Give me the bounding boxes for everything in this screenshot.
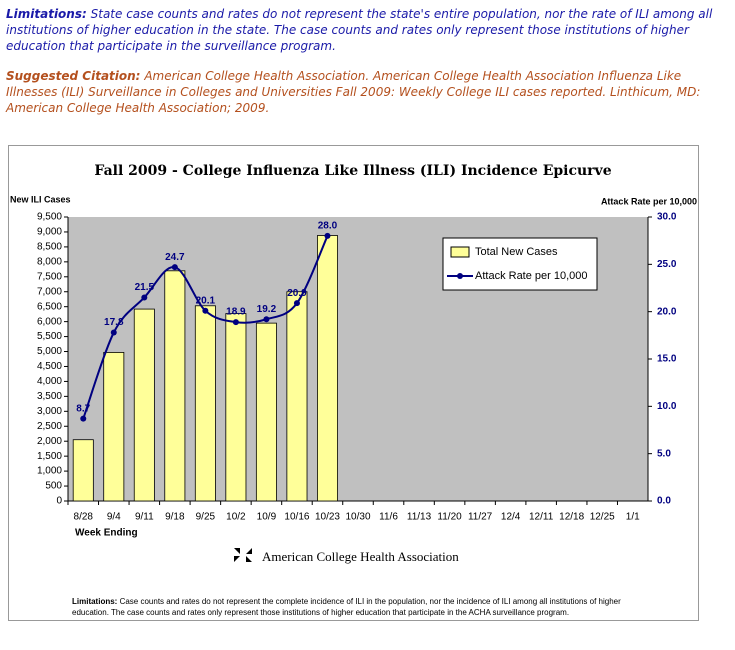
x-tick-label: 12/18 bbox=[559, 512, 584, 523]
x-tick-label: 12/25 bbox=[590, 512, 615, 523]
y-tick-label: 4,500 bbox=[37, 361, 62, 372]
y2-tick-label: 30.0 bbox=[657, 212, 677, 223]
x-tick-label: 9/11 bbox=[135, 512, 154, 523]
chart-title: Fall 2009 - College Influenza Like Illne… bbox=[94, 163, 611, 179]
y2-tick-label: 25.0 bbox=[657, 259, 677, 270]
bar bbox=[194, 305, 216, 502]
note-label: Suggested Citation: bbox=[6, 69, 141, 83]
line-marker bbox=[80, 415, 87, 422]
footer-note: Limitations: Case counts and rates do no… bbox=[72, 596, 652, 618]
y2-tick-label: 5.0 bbox=[657, 448, 671, 459]
y-tick-label: 1,500 bbox=[37, 451, 62, 462]
x-tick-label: 10/30 bbox=[345, 512, 370, 523]
legend-swatch bbox=[450, 246, 470, 258]
y-axis-title: New ILI Cases bbox=[10, 194, 71, 204]
legend-swatch bbox=[457, 273, 463, 279]
line-marker bbox=[110, 329, 117, 336]
data-label: 18.9 bbox=[226, 307, 246, 318]
data-label: 20.1 bbox=[196, 295, 216, 306]
data-label: 28.0 bbox=[318, 221, 338, 232]
citation-note: Suggested Citation: American College Hea… bbox=[6, 68, 728, 116]
y-tick-label: 3,000 bbox=[37, 406, 62, 417]
x-tick-label: 9/4 bbox=[107, 512, 121, 523]
bar bbox=[316, 235, 338, 502]
note-label: Limitations: bbox=[72, 597, 118, 606]
y-tick-label: 0 bbox=[56, 496, 62, 507]
x-tick-label: 11/13 bbox=[407, 512, 432, 523]
x-tick-label: 8/28 bbox=[74, 512, 94, 523]
line-marker bbox=[324, 232, 331, 239]
x-tick-label: 9/25 bbox=[196, 512, 216, 523]
note-text: American College Health Association. Ame… bbox=[6, 69, 701, 115]
x-axis-title: Week Ending bbox=[75, 528, 138, 539]
y-tick-label: 6,000 bbox=[37, 316, 62, 327]
y-tick-label: 4,000 bbox=[37, 376, 62, 387]
x-tick-label: 11/6 bbox=[379, 512, 398, 523]
y-tick-label: 7,500 bbox=[37, 271, 62, 282]
x-tick-label: 10/2 bbox=[226, 512, 246, 523]
y-tick-label: 5,500 bbox=[37, 331, 62, 342]
data-label: 21.5 bbox=[135, 282, 155, 293]
y2-tick-label: 0.0 bbox=[657, 496, 671, 507]
x-tick-label: 11/20 bbox=[437, 512, 462, 523]
y2-tick-label: 15.0 bbox=[657, 354, 677, 365]
line-marker bbox=[232, 319, 239, 326]
bar bbox=[225, 313, 247, 502]
x-tick-label: 10/16 bbox=[284, 512, 309, 523]
y-tick-label: 5,000 bbox=[37, 346, 62, 357]
x-tick-label: 1/1 bbox=[626, 512, 640, 523]
bar bbox=[72, 439, 94, 502]
line-marker bbox=[202, 307, 209, 314]
y-tick-label: 9,000 bbox=[37, 227, 62, 238]
y-tick-label: 3,500 bbox=[37, 391, 62, 402]
data-label: 8.7 bbox=[76, 403, 90, 414]
y2-axis-title: Attack Rate per 10,000 bbox=[601, 196, 697, 206]
data-label: 24.7 bbox=[165, 252, 185, 263]
data-label: 20.9 bbox=[287, 288, 307, 299]
legend-label: Attack Rate per 10,000 bbox=[475, 270, 588, 282]
y-tick-label: 1,000 bbox=[37, 466, 62, 477]
y2-tick-label: 20.0 bbox=[657, 306, 677, 317]
line-marker bbox=[293, 300, 300, 307]
note-text: State case counts and rates do not repre… bbox=[6, 7, 713, 53]
line-marker bbox=[263, 316, 270, 323]
x-tick-label: 9/18 bbox=[165, 512, 185, 523]
y-tick-label: 500 bbox=[45, 481, 62, 492]
organization: American College Health Association bbox=[262, 549, 459, 564]
bar bbox=[103, 352, 125, 502]
x-tick-label: 10/9 bbox=[257, 512, 277, 523]
y2-tick-label: 10.0 bbox=[657, 401, 677, 412]
x-tick-label: 11/27 bbox=[468, 512, 493, 523]
line-marker bbox=[141, 294, 148, 301]
x-tick-label: 12/4 bbox=[501, 512, 521, 523]
line-marker bbox=[171, 264, 178, 271]
y-tick-label: 7,000 bbox=[37, 286, 62, 297]
note-text: Case counts and rates do not represent t… bbox=[72, 597, 621, 617]
y-tick-label: 2,500 bbox=[37, 421, 62, 432]
data-label: 19.2 bbox=[257, 304, 277, 315]
y-tick-label: 6,500 bbox=[37, 301, 62, 312]
legend-label: Total New Cases bbox=[475, 246, 558, 258]
bar bbox=[286, 291, 308, 502]
y-tick-label: 2,000 bbox=[37, 436, 62, 447]
note-label: Limitations: bbox=[6, 7, 87, 21]
limitations-note: Limitations: State case counts and rates… bbox=[6, 6, 728, 54]
x-tick-label: 12/11 bbox=[529, 512, 554, 523]
bar bbox=[133, 308, 155, 502]
y-tick-label: 9,500 bbox=[37, 212, 62, 223]
data-label: 17.8 bbox=[104, 317, 124, 328]
x-tick-label: 10/23 bbox=[315, 512, 340, 523]
bar bbox=[255, 322, 277, 502]
bar bbox=[164, 270, 186, 502]
y-tick-label: 8,500 bbox=[37, 242, 62, 253]
logo bbox=[234, 548, 252, 562]
y-tick-label: 8,000 bbox=[37, 256, 62, 267]
